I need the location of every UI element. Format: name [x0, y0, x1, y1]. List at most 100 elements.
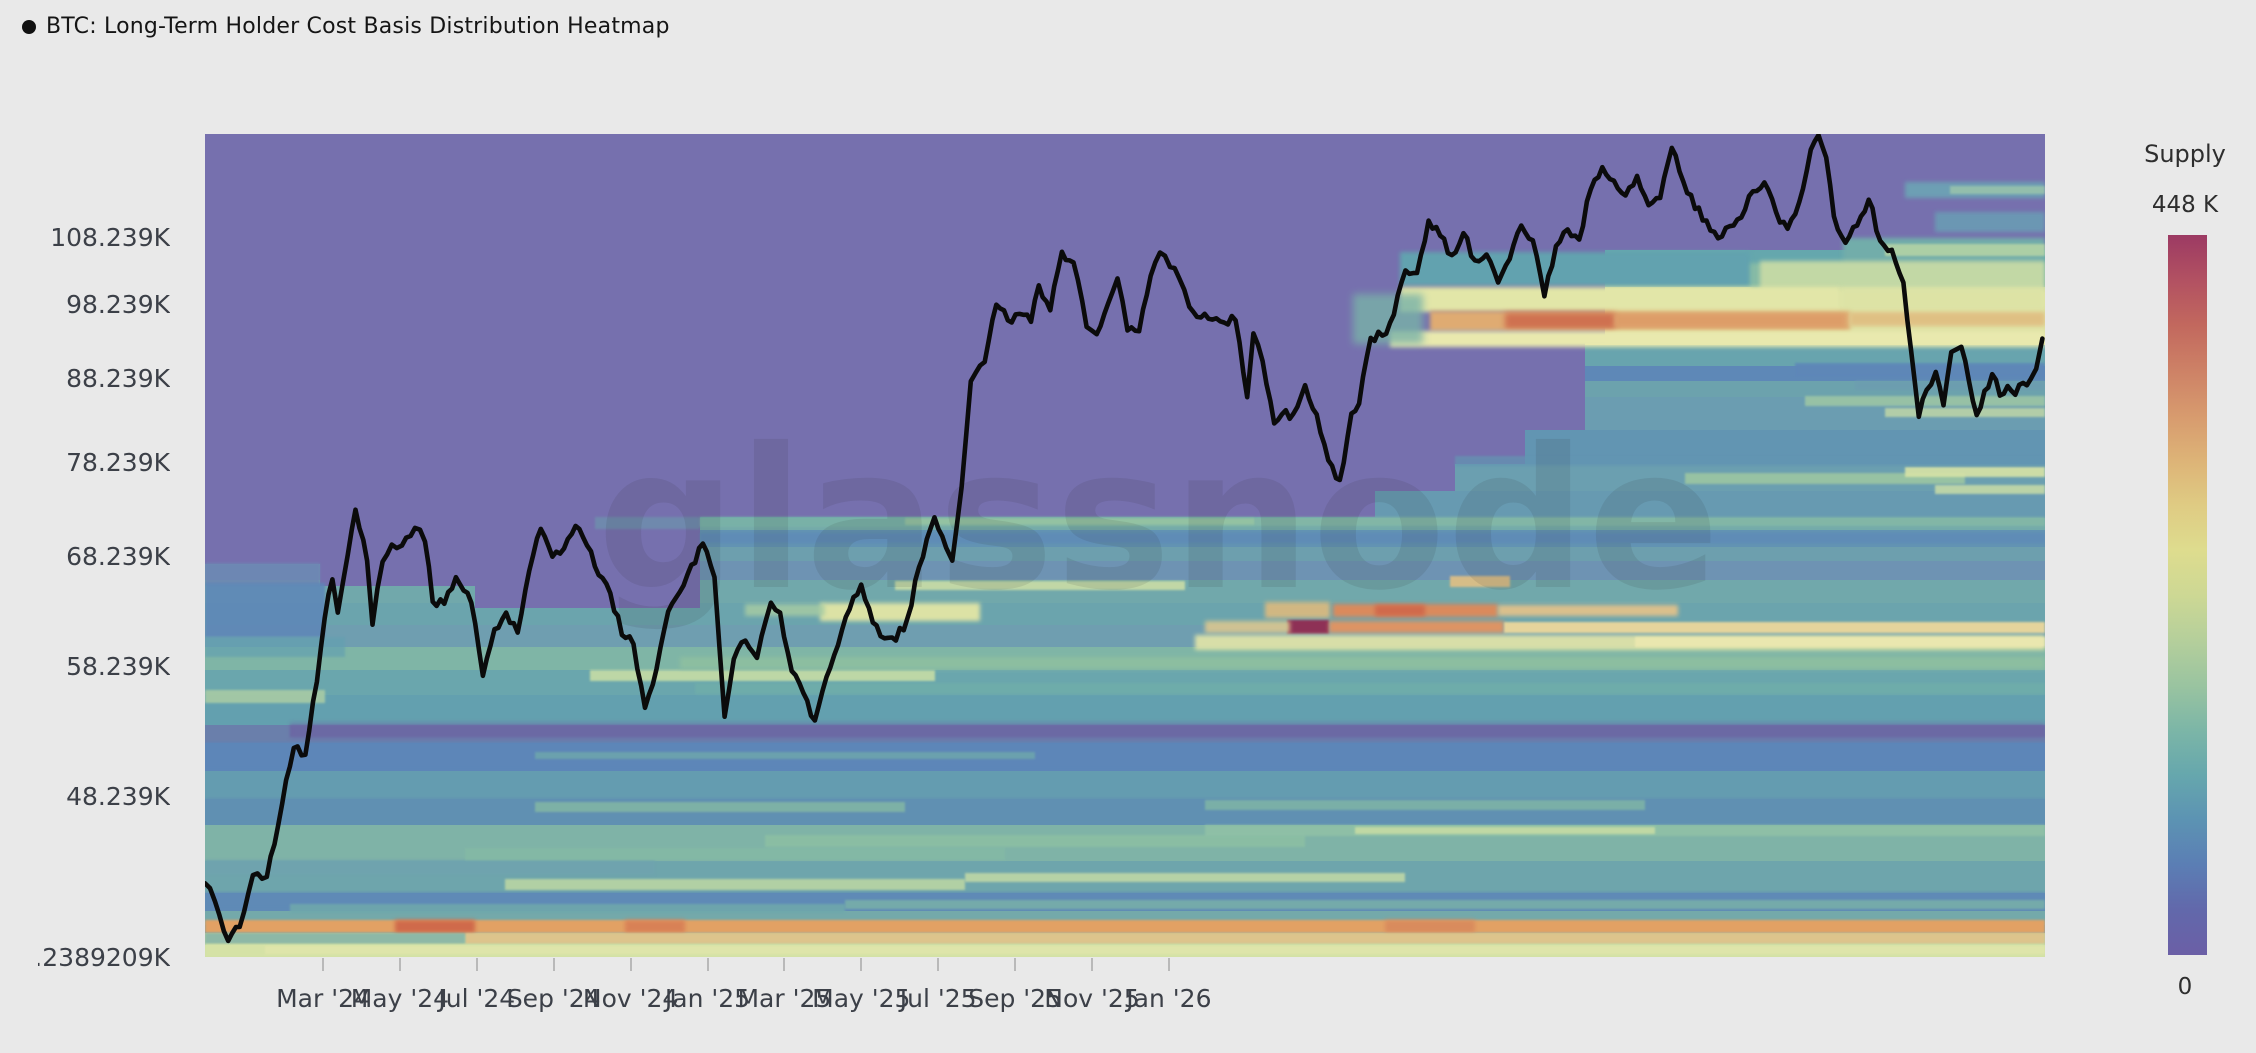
heatmap-band	[905, 518, 1255, 525]
heatmap-band	[1935, 485, 2045, 494]
x-axis-tick-label: May '25	[812, 984, 911, 1013]
heatmap-band	[1615, 314, 1845, 327]
x-axis-tick-mark	[937, 958, 940, 971]
heatmap-band	[290, 725, 2045, 737]
heatmap-band	[1450, 576, 1510, 587]
y-axis-tick-label: 98.239K	[66, 290, 170, 320]
y-axis-tick-label: 58.239K	[66, 651, 170, 681]
heatmap-band	[595, 517, 700, 529]
heatmap-band	[465, 933, 2045, 944]
no-supply-step	[475, 134, 700, 608]
colorbar-max-label: 448 K	[2151, 192, 2219, 218]
heatmap-band	[1265, 602, 1330, 618]
x-axis-tick-mark	[860, 958, 863, 971]
y-axis-tick-label: 78.239K	[66, 447, 170, 477]
heatmap-band	[845, 900, 2045, 909]
heatmap-band	[1935, 212, 2045, 232]
x-axis-tick-label: Mar '24	[276, 984, 370, 1013]
heatmap-band	[1685, 473, 1965, 484]
y-axis-tick-label: 38.2389209K	[38, 943, 170, 973]
heatmap-band	[205, 860, 655, 875]
heatmap-band	[1505, 313, 1615, 329]
chart-title-bar: BTC: Long-Term Holder Cost Basis Distrib…	[22, 14, 670, 39]
x-axis-tick-label: Sep '25	[968, 984, 1062, 1013]
supply-colorbar[interactable]	[2168, 235, 2207, 955]
heatmap-band	[1885, 244, 2045, 256]
heatmap-band	[965, 873, 1405, 882]
heatmap-plot-area[interactable]: glassnode	[205, 134, 2045, 957]
heatmap-band	[700, 533, 2045, 543]
heatmap-band	[290, 722, 2045, 740]
heatmap-band	[680, 657, 2045, 669]
x-axis-tick-label: Mar '25	[737, 984, 832, 1013]
heatmap-band	[535, 752, 1035, 759]
y-axis-labels: 108.239K 98.239K 88.239K 78.239K 68.239K 58.2…	[38, 0, 170, 1053]
x-axis-tick-label: Nov '25	[1044, 984, 1140, 1013]
heatmap-band	[1850, 312, 2045, 326]
heatmap-band	[205, 583, 325, 637]
heatmap-band	[820, 603, 980, 621]
btc-price-polyline	[205, 134, 2045, 944]
heatmap-band	[1905, 467, 2045, 477]
colorbar-title: Supply	[2144, 140, 2226, 168]
heatmap-band	[205, 933, 465, 944]
heatmap-band	[1255, 517, 2045, 526]
heatmap-band	[1400, 287, 1840, 312]
heatmap-band	[1385, 920, 1475, 933]
heatmap-band	[1498, 605, 1678, 616]
no-supply-step	[700, 134, 1375, 517]
heatmap-band	[1805, 396, 2045, 406]
x-axis-tick-mark	[398, 958, 401, 971]
y-axis-tick-label: 48.239K	[66, 782, 170, 812]
heatmap-band	[205, 742, 2045, 768]
heatmap-band	[1355, 827, 1655, 834]
heatmap-band	[1455, 456, 2045, 466]
y-axis-tick-label: 108.239K	[50, 223, 170, 253]
x-axis-tick-mark	[322, 958, 324, 971]
heatmap-band	[465, 848, 1005, 860]
heatmap-band	[1855, 381, 2045, 390]
x-axis-tick-mark	[783, 958, 786, 971]
no-supply-step	[320, 134, 475, 586]
x-axis-tick-mark	[1091, 958, 1093, 971]
heatmap-band	[695, 683, 2045, 694]
chart-title: BTC: Long-Term Holder Cost Basis Distrib…	[46, 14, 670, 39]
heatmap-band	[1885, 408, 2045, 417]
heatmap-band	[505, 879, 965, 890]
x-axis-tick-mark	[706, 958, 709, 971]
heatmap-band	[1635, 637, 2045, 647]
heatmap-band	[205, 563, 320, 585]
heatmap-band	[1400, 252, 1750, 286]
heatmap-band	[745, 604, 825, 616]
x-axis-tick-label: Jul '25	[899, 984, 977, 1013]
no-supply-step	[205, 134, 320, 564]
heatmap-band	[1504, 622, 2045, 633]
x-axis-tick-mark	[629, 958, 632, 971]
heatmap-band	[1950, 186, 2045, 194]
heatmap-band	[1329, 621, 1504, 633]
heatmap-band	[535, 802, 905, 812]
heatmap-band	[1353, 294, 1423, 344]
y-axis-tick-label: 68.239K	[66, 542, 170, 572]
heatmap-band	[1840, 287, 2045, 311]
heatmap-band	[625, 920, 685, 933]
x-axis-tick-mark	[1014, 958, 1017, 971]
heatmap-band	[395, 920, 475, 933]
heatmap-band	[1375, 605, 1425, 616]
colorbar-min-label: 0	[2177, 974, 2193, 1000]
heatmap-band	[1205, 621, 1290, 633]
series-bullet-icon	[22, 19, 36, 34]
heatmap-band	[205, 690, 325, 703]
y-axis-tick-label: 88.239K	[66, 364, 170, 394]
x-axis-tick-mark	[475, 958, 478, 971]
x-axis-tick-label: Jul '24	[438, 984, 516, 1013]
x-axis-tick-label: Sep '24	[506, 984, 601, 1013]
x-axis-tick-mark	[552, 958, 555, 971]
heatmap-band	[765, 835, 1305, 847]
heatmap-band	[590, 670, 935, 681]
heatmap-band	[1390, 331, 2045, 347]
x-axis-tick-label: Jan '26	[1126, 984, 1212, 1013]
heatmap-band	[265, 946, 2045, 954]
heatmap-band	[895, 581, 1185, 590]
x-axis-tick-label: Jan '25	[664, 984, 751, 1013]
